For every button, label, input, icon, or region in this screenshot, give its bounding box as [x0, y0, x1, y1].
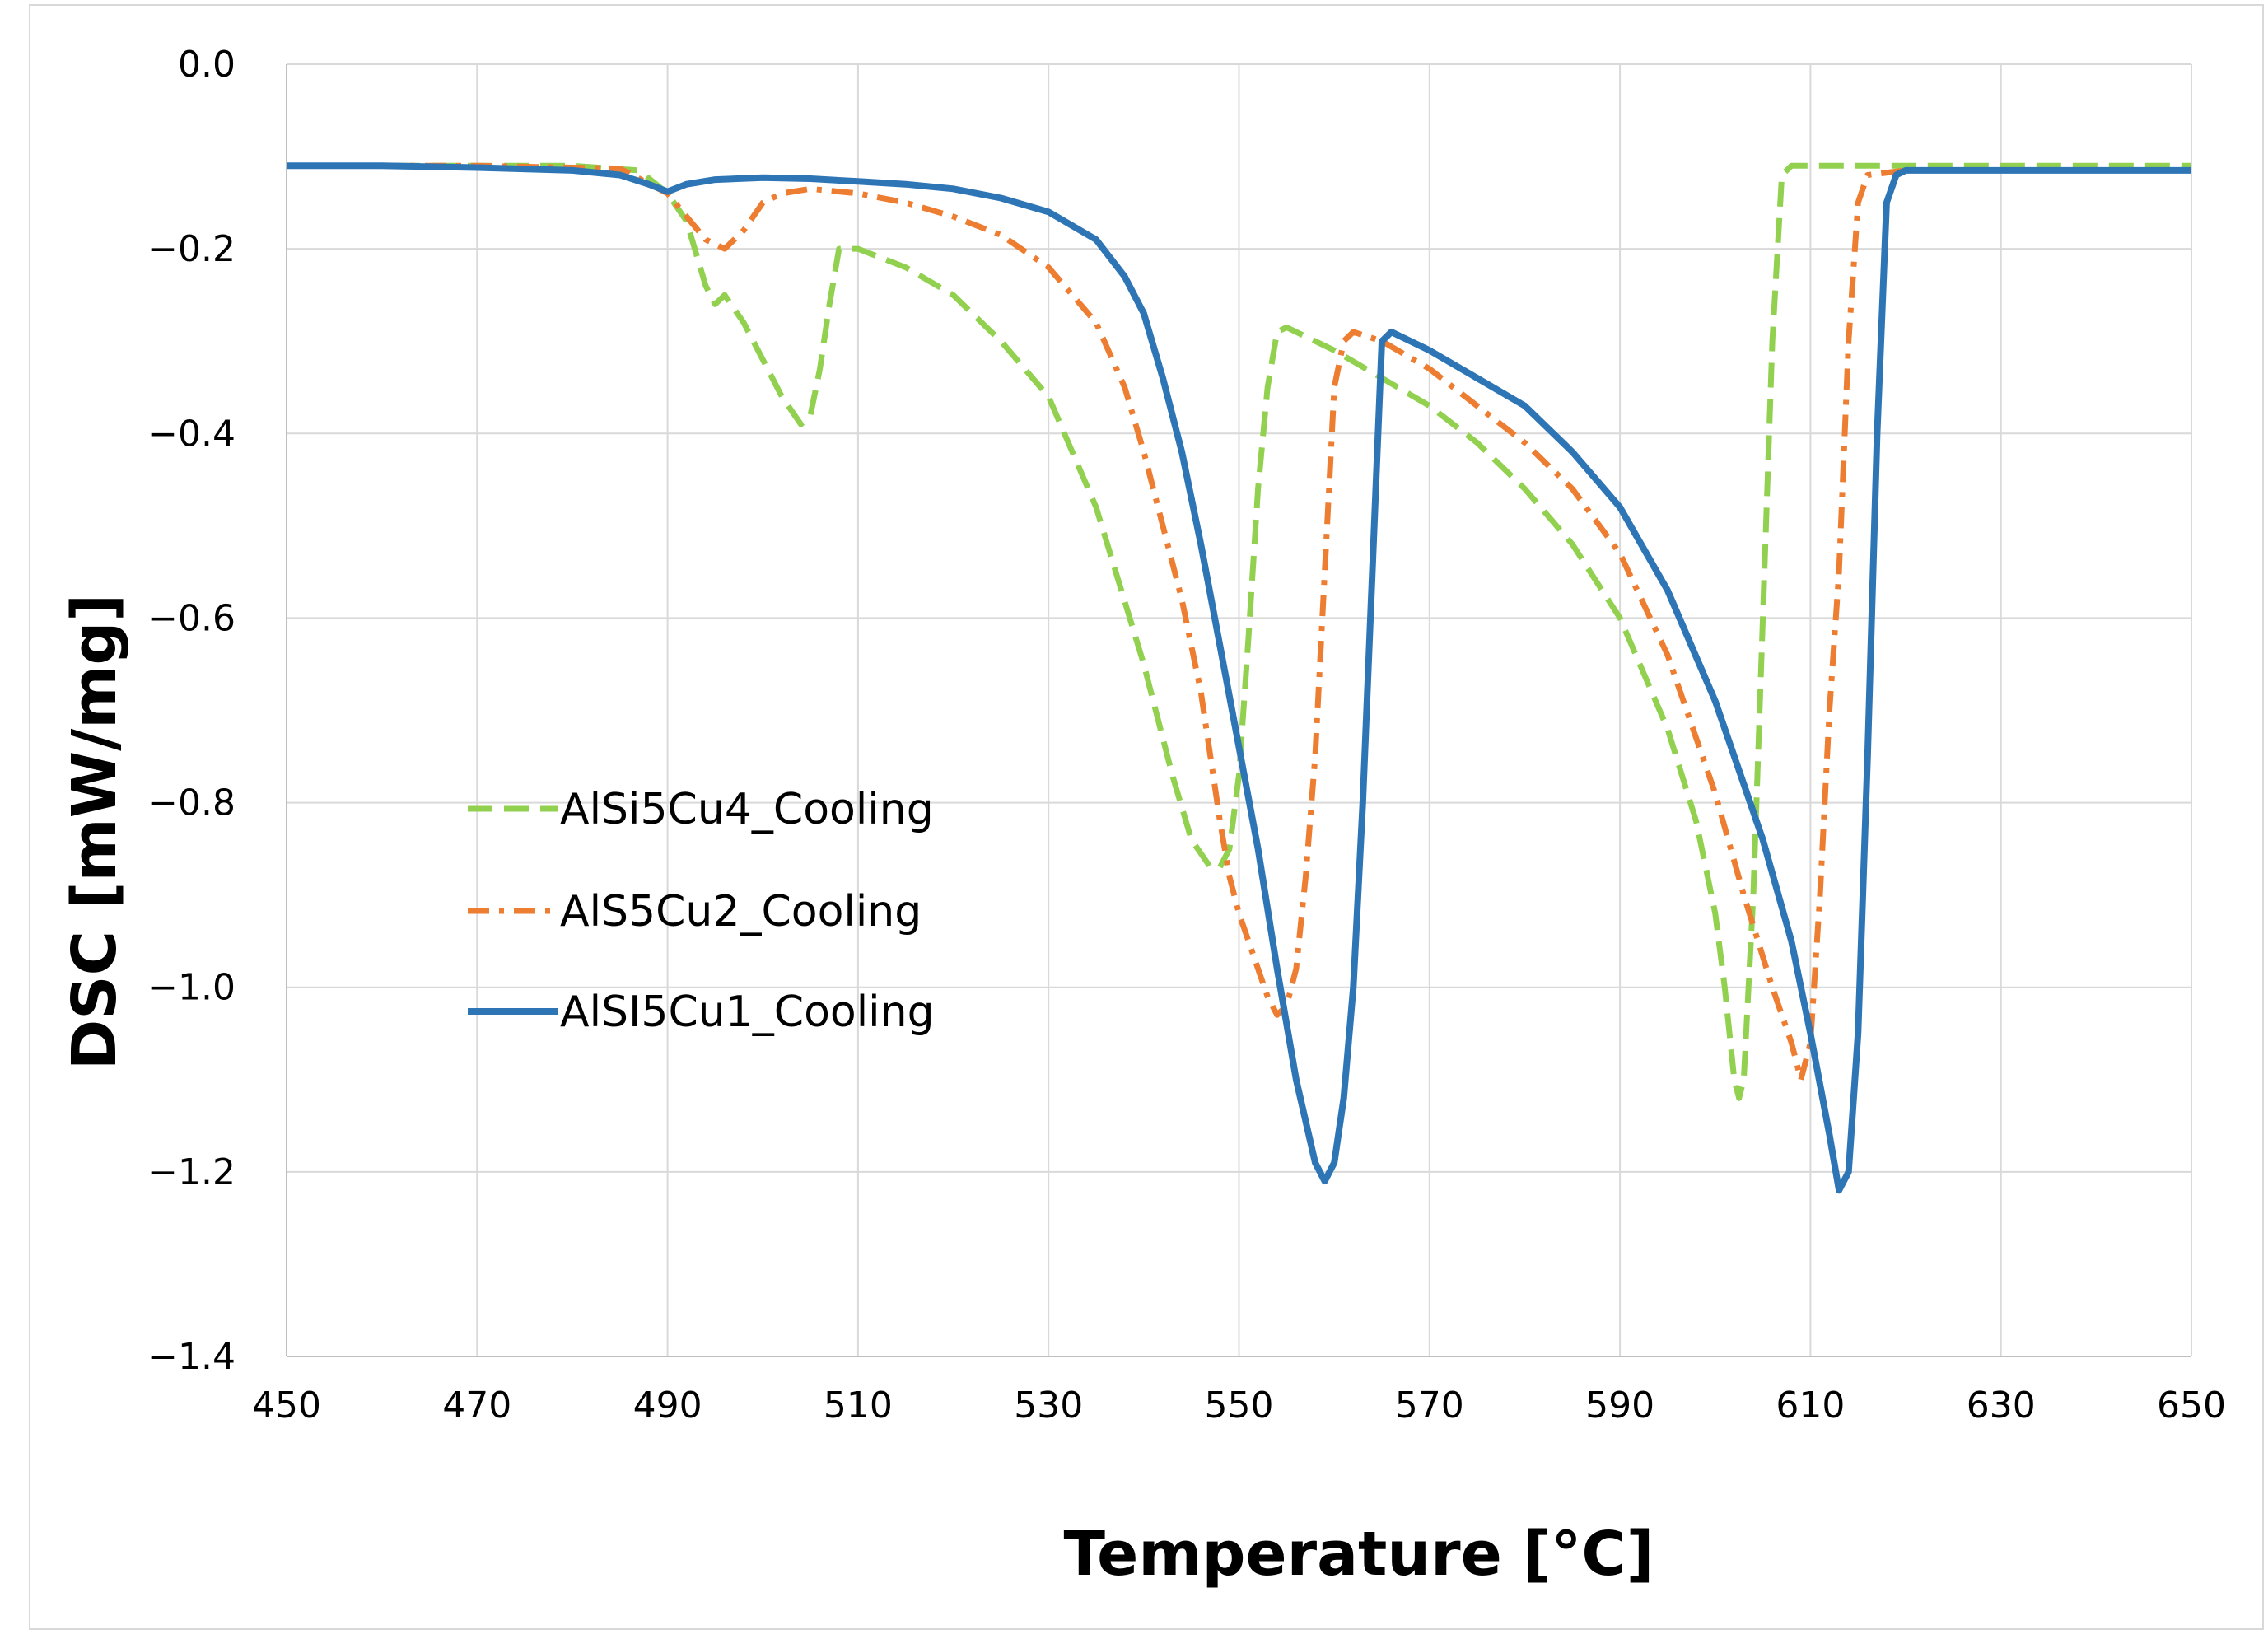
y-tick-label: −1.2 [147, 1151, 236, 1193]
x-tick-label: 530 [1014, 1385, 1083, 1427]
y-axis-title: DSC [mW/mg] [59, 594, 130, 1070]
chart-border [29, 4, 2264, 1630]
x-tick-label: 610 [1776, 1385, 1845, 1427]
data-series [287, 162, 2191, 1194]
y-tick-label: −0.2 [147, 228, 236, 270]
series-line-alsi5cu4-cooling [287, 162, 2191, 1101]
x-tick-label: 550 [1205, 1385, 1274, 1427]
legend-label-alsi5cu1: AlSI5Cu1_Cooling [560, 988, 935, 1037]
x-tick-label: 450 [252, 1385, 321, 1427]
y-tick-label: −1.4 [147, 1336, 236, 1378]
series-line-alsi5cu1-cooling [287, 162, 2191, 1194]
x-tick-label: 650 [2157, 1385, 2226, 1427]
legend-label-alsi5cu4: AlSi5Cu4_Cooling [560, 785, 934, 834]
axes [286, 64, 2191, 1357]
tick-labels: 0.0 −0.2 −0.4 −0.6 −0.8 −1.0 −1.2 −1.4 450 470 490… [147, 44, 2226, 1427]
legend-label-als5cu2: AlS5Cu2_Cooling [560, 887, 922, 936]
y-tick-label: 0.0 [178, 44, 236, 86]
y-tick-label: −0.6 [147, 597, 236, 639]
x-tick-label: 510 [824, 1385, 893, 1427]
x-axis-title: Temperature [°C] [1064, 1519, 1654, 1590]
x-tick-label: 470 [442, 1385, 511, 1427]
y-tick-label: −0.4 [147, 413, 236, 455]
y-tick-label: −0.8 [147, 782, 236, 824]
x-tick-label: 570 [1395, 1385, 1464, 1427]
y-tick-label: −1.0 [147, 967, 236, 1009]
legend: AlSi5Cu4_Cooling AlS5Cu2_Cooling AlSI5Cu… [468, 785, 935, 1037]
x-tick-label: 490 [633, 1385, 702, 1427]
x-tick-label: 630 [1967, 1385, 2036, 1427]
x-tick-label: 590 [1585, 1385, 1654, 1427]
